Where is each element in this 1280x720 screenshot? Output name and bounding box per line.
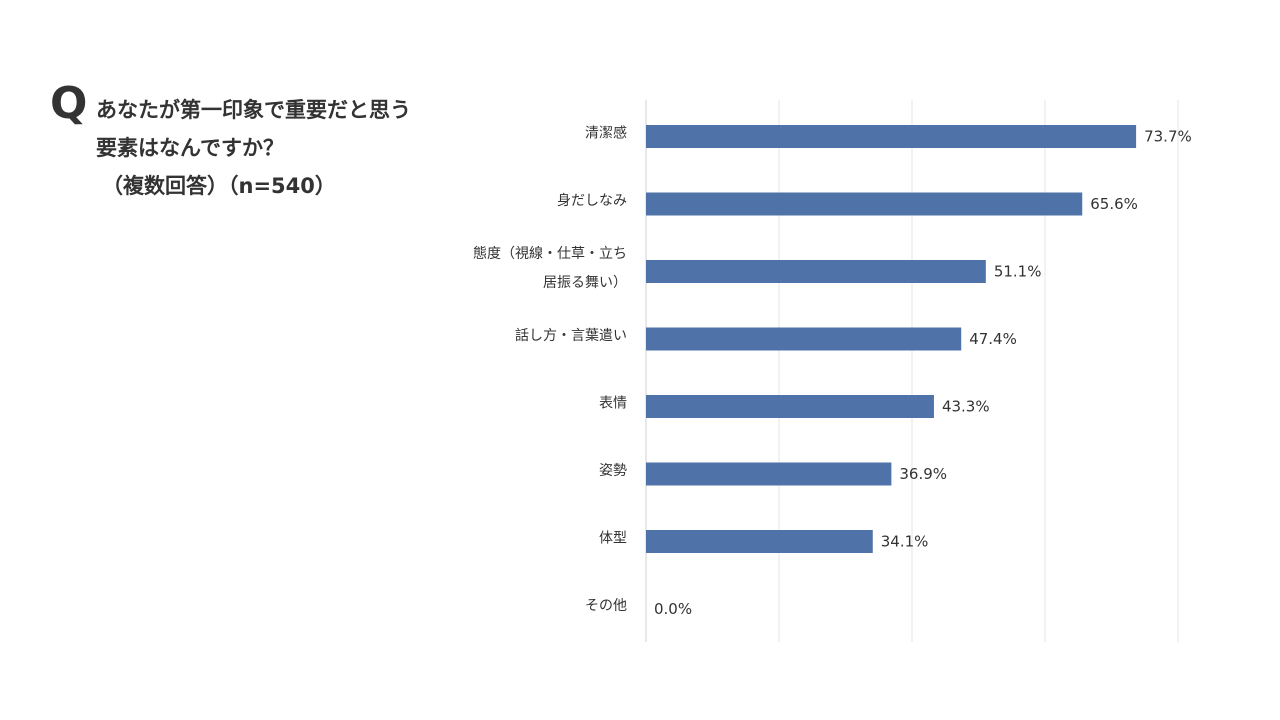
bar	[646, 125, 1137, 148]
category-label-line: 姿勢	[599, 463, 627, 479]
category-label-line: 表情	[599, 396, 627, 412]
bar	[646, 462, 892, 486]
question-mark: Q	[50, 78, 88, 129]
question-line-3: （複数回答）（n=540）	[102, 174, 336, 198]
value-label: 34.1%	[881, 533, 929, 551]
category-label-line: 居振る舞い）	[543, 275, 627, 291]
category-label: 表情	[599, 396, 627, 412]
question-line-2: 要素はなんですか？	[96, 136, 284, 160]
category-label: 話し方・言葉遣い	[515, 327, 627, 344]
bar	[646, 530, 873, 553]
value-label: 36.9%	[899, 465, 947, 483]
value-label: 73.7%	[1144, 128, 1192, 146]
bar	[646, 260, 986, 283]
category-label: 体型	[599, 531, 627, 547]
category-label: 清潔感	[585, 125, 627, 142]
category-label-line: 清潔感	[585, 125, 627, 142]
value-label: 0.0%	[654, 600, 692, 618]
value-label: 43.3%	[942, 398, 990, 416]
category-label-line: 態度（視線・仕草・立ち	[473, 246, 627, 262]
category-label: 身だしなみ	[557, 193, 627, 209]
category-label-line: 身だしなみ	[557, 193, 627, 209]
category-label: 態度（視線・仕草・立ち居振る舞い）	[473, 246, 627, 291]
category-label-line: 体型	[599, 531, 627, 547]
value-label: 65.6%	[1090, 195, 1138, 213]
question-line-1: あなたが第一印象で重要だと思う	[96, 98, 411, 122]
category-label-line: 話し方・言葉遣い	[515, 327, 627, 344]
question-text: あなたが第一印象で重要だと思う 要素はなんですか？ （複数回答）（n=540）	[96, 100, 516, 214]
category-label: その他	[585, 598, 627, 614]
category-label-line: その他	[585, 598, 627, 614]
value-label: 47.4%	[969, 330, 1017, 348]
category-label: 姿勢	[599, 463, 627, 479]
bar	[646, 327, 962, 351]
value-label: 51.1%	[994, 263, 1042, 281]
bar	[646, 395, 934, 418]
bar	[646, 192, 1083, 216]
